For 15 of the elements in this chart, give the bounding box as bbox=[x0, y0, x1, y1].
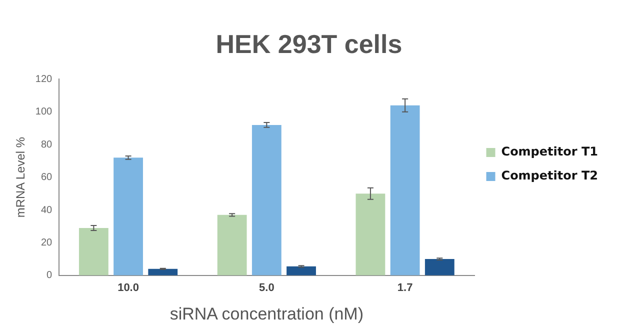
x-tick-label: 5.0 bbox=[259, 282, 274, 294]
y-tick-label: 60 bbox=[40, 172, 53, 184]
y-axis-title: mRNA Level % bbox=[14, 136, 28, 218]
chart-title: HEK 293T cells bbox=[216, 28, 402, 59]
legend-label: Competitor T1 bbox=[501, 144, 598, 159]
y-tick-label: 0 bbox=[46, 270, 53, 282]
x-tick-label: 10.0 bbox=[118, 282, 139, 294]
x-tick-label: 1.7 bbox=[397, 282, 413, 294]
y-tick-label: 120 bbox=[35, 74, 53, 85]
y-tick-label: 80 bbox=[40, 139, 53, 150]
y-tick-label: 20 bbox=[40, 237, 53, 248]
y-tick-label: 40 bbox=[40, 204, 53, 216]
legend-label: Competitor T2 bbox=[501, 168, 598, 183]
y-tick-label: 100 bbox=[35, 106, 53, 118]
x-axis-title: siRNA concentration (nM) bbox=[170, 304, 364, 324]
